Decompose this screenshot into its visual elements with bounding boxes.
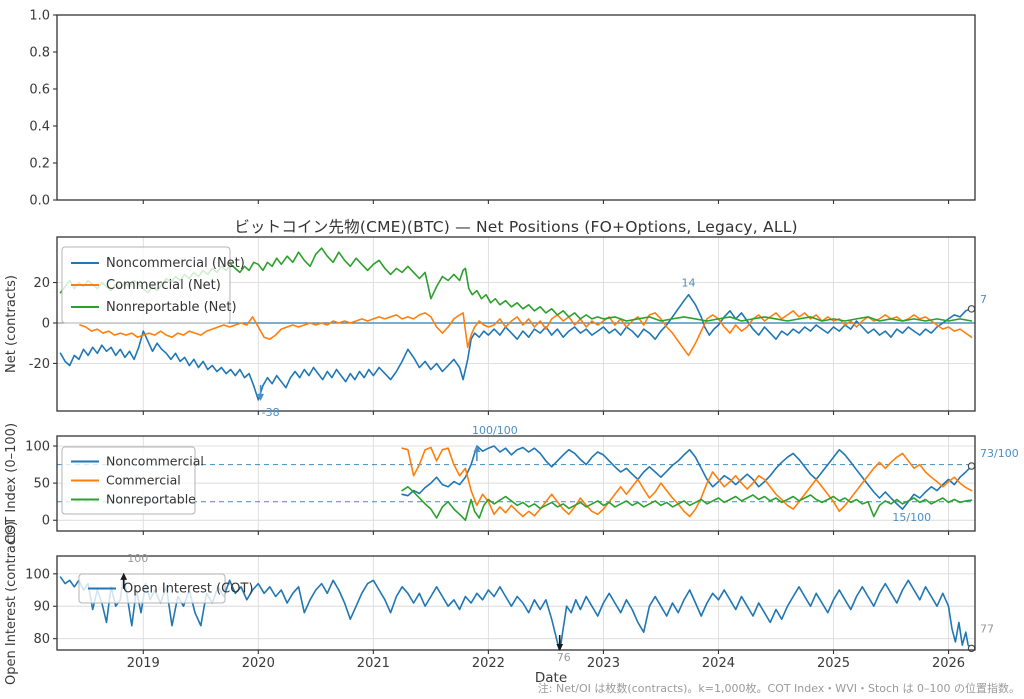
legend-item-commercial-net-: Commercial (Net) <box>106 278 221 293</box>
y-tick-label: 0 <box>42 514 50 529</box>
annotation-73-100: 73/100 <box>980 447 1019 460</box>
y-tick-label: 80 <box>33 632 50 647</box>
x-tick-label-2025: 2025 <box>817 656 850 671</box>
annotation-14: 14 <box>682 277 696 290</box>
x-tick-label-2021: 2021 <box>357 656 390 671</box>
axes-frame <box>56 555 976 651</box>
annotation-76: 76 <box>556 635 571 664</box>
x-tick-label-2022: 2022 <box>472 656 505 671</box>
svg-text:-38: -38 <box>262 406 280 419</box>
series-noncommercial-line <box>401 445 973 510</box>
y-tick-label: 0.4 <box>29 120 50 135</box>
svg-text:77: 77 <box>980 622 994 635</box>
x-tick-label-2019: 2019 <box>127 656 160 671</box>
cot-index-chart-legend: Noncommercial Commercial Nonreportable <box>61 446 204 515</box>
legend-item-commercial: Commercial <box>106 473 181 488</box>
x-tick-label-2023: 2023 <box>587 656 620 671</box>
open-interest-chart-legend: Open Interest (COT) <box>78 573 253 604</box>
annotation-100-100: 100/100 <box>472 424 518 462</box>
svg-text:15/100: 15/100 <box>892 511 931 524</box>
y-tick-label: 90 <box>33 600 50 615</box>
y-tick-label: 100 <box>25 567 50 582</box>
svg-text:76: 76 <box>557 651 571 664</box>
y-tick-label: 100 <box>25 440 50 455</box>
net-positions-chart: 20 0 -20 Net (contracts) Noncommercial (Net)… <box>4 236 987 419</box>
svg-text:7: 7 <box>980 293 987 306</box>
legend-item-open-interest-cot-: Open Interest (COT) <box>123 582 253 597</box>
svg-text:100/100: 100/100 <box>472 424 518 437</box>
series-commercial-line <box>401 446 973 518</box>
svg-text:73/100: 73/100 <box>980 447 1019 460</box>
y-tick-label: 0.0 <box>29 194 50 209</box>
annotation-7: 7 <box>980 293 987 306</box>
legend-item-nonreportable: Nonreportable <box>106 492 196 507</box>
x-tick-label-2026: 2026 <box>932 656 965 671</box>
x-axis-label: Date <box>534 670 568 686</box>
y-tick-label: 0.8 <box>29 46 50 61</box>
y-tick-label: 50 <box>33 477 50 492</box>
legend-item-noncommercial: Noncommercial <box>106 454 204 469</box>
y-tick-label: -20 <box>29 357 50 372</box>
svg-text:100: 100 <box>127 552 148 565</box>
y-tick-label: 0 <box>42 316 50 331</box>
y-tick-label: 0.2 <box>29 157 50 172</box>
y-tick-label: 0.6 <box>29 83 50 98</box>
y-axis-label: Net (contracts) <box>4 275 19 373</box>
legend-item-nonreportable-net-: Nonreportable (Net) <box>106 300 237 315</box>
series-noncommercial-net--line <box>59 293 973 401</box>
legend-item-noncommercial-net-: Noncommercial (Net) <box>106 256 245 271</box>
y-tick-label: 1.0 <box>29 9 50 24</box>
axes-frame <box>56 14 976 201</box>
axes-frame <box>56 236 976 412</box>
cot-index-chart: 100 50 0 COT Index (0–100) Noncommercial Comm… <box>4 423 1019 544</box>
net-positions-title: ビットコイン先物(CME)(BTC) — Net Positions (FO+O… <box>234 218 798 236</box>
series-open-interest-cot--line <box>59 572 973 650</box>
series-nonreportable-line <box>401 485 973 522</box>
footer-note: 注: Net/OI は枚数(contracts)。k=1,000枚。COT In… <box>537 682 1020 695</box>
net-positions-chart-legend: Noncommercial (Net) Commercial (Net) Nonre… <box>61 246 245 324</box>
empty-panel: 0.0 0.2 0.4 0.6 0.8 1.0 <box>29 9 976 209</box>
last-point-marker <box>967 305 976 313</box>
svg-text:14: 14 <box>682 277 696 290</box>
annotation--38: -38 <box>257 384 280 419</box>
x-tick-label-2024: 2024 <box>702 656 735 671</box>
y-tick-label: 20 <box>33 276 50 291</box>
last-point-marker <box>967 462 976 470</box>
annotation-77: 77 <box>980 622 994 635</box>
y-axis-label: Open Interest (contracts) <box>4 521 19 685</box>
y-axis-label: COT Index (0–100) <box>4 423 19 544</box>
annotation-15-100: 15/100 <box>892 511 931 524</box>
open-interest-chart: 2019 2020 2021 2022 2023 2024 2025 2026 100 90 80 O… <box>4 521 994 685</box>
annotation-100: 100 <box>120 552 148 589</box>
x-tick-label-2020: 2020 <box>242 656 275 671</box>
